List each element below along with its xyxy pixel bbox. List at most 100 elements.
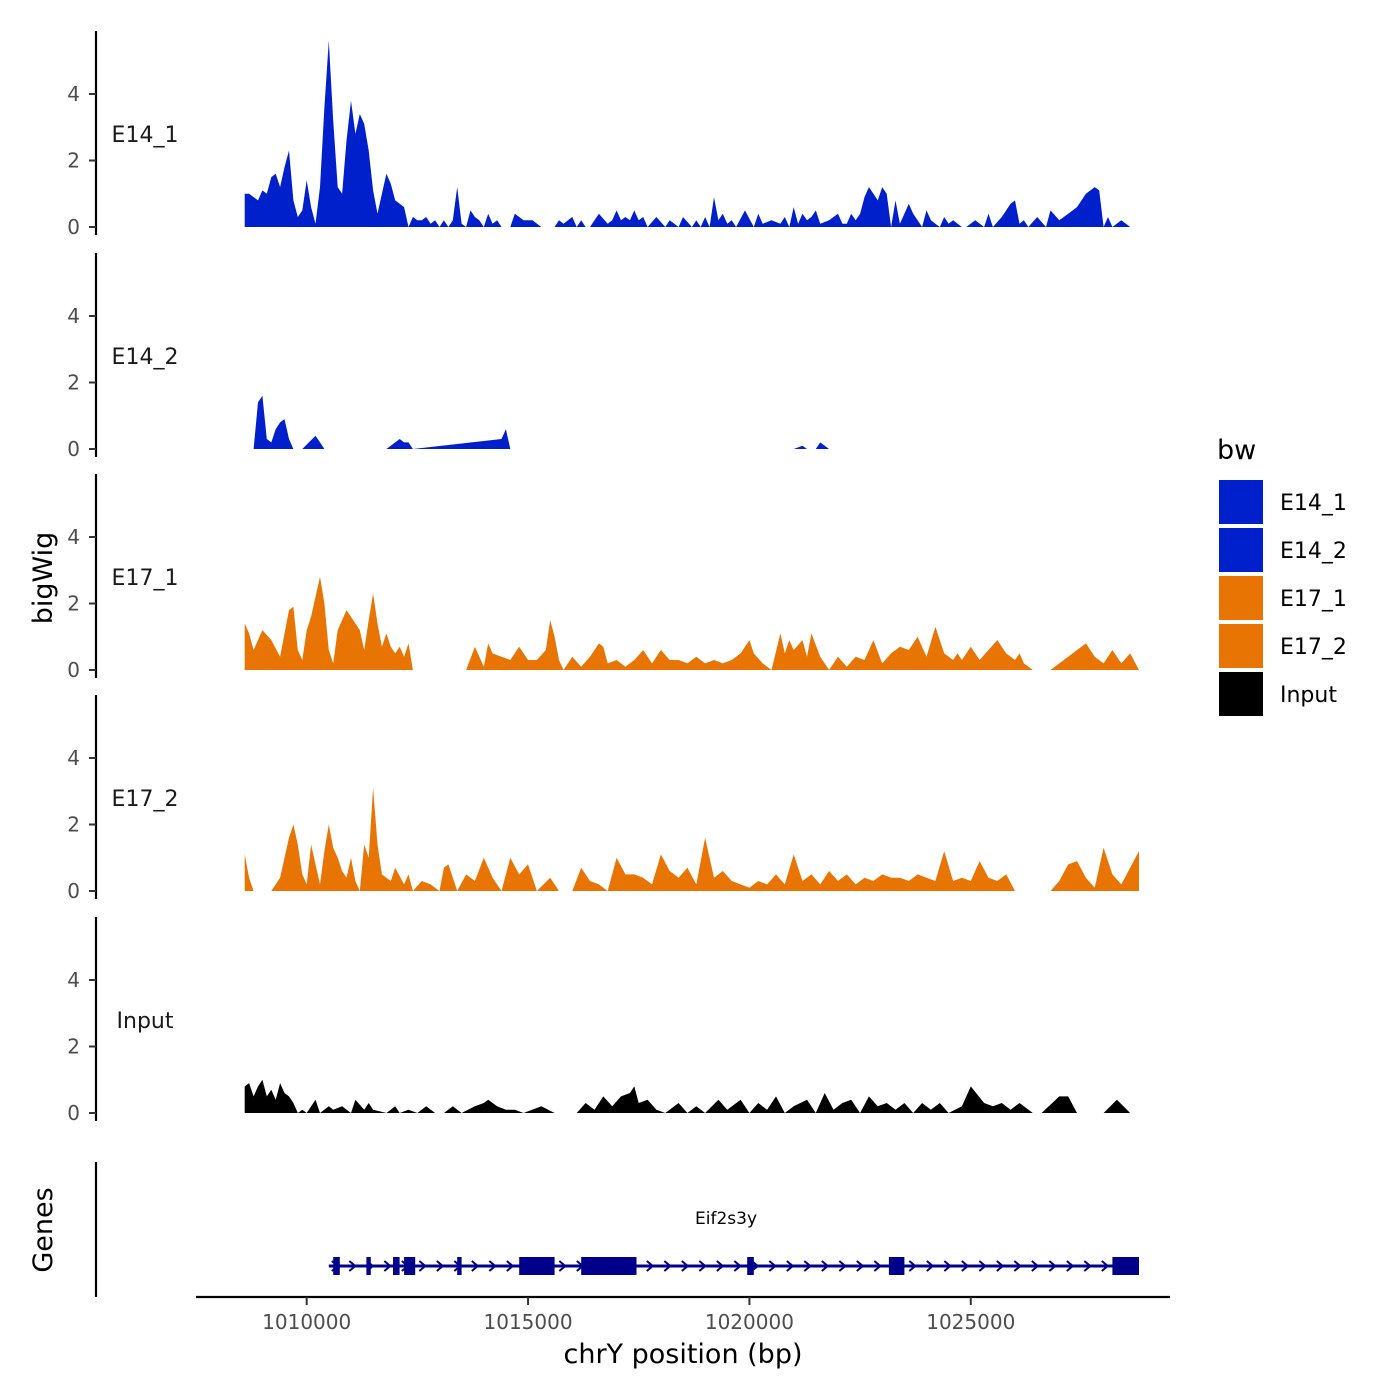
gene-exon-6 bbox=[519, 1257, 555, 1275]
coverage-area-Input bbox=[461, 1099, 524, 1113]
coverage-area-E14_1 bbox=[554, 217, 577, 227]
legend-label-E17_2: E17_2 bbox=[1280, 635, 1347, 660]
coverage-area-E17_1 bbox=[829, 626, 1033, 670]
genes-panel-title: Genes bbox=[28, 1187, 59, 1272]
coverage-area-E17_2 bbox=[412, 881, 440, 891]
strand-arrow-icon bbox=[978, 1260, 987, 1272]
coverage-area-Input bbox=[815, 1093, 861, 1113]
coverage-area-E14_1 bbox=[1046, 187, 1104, 227]
coverage-area-E14_1 bbox=[753, 213, 790, 227]
gene-exon-8 bbox=[747, 1257, 754, 1275]
strand-arrow-icon bbox=[1066, 1260, 1075, 1272]
legend-swatch-Input bbox=[1219, 672, 1263, 716]
coverage-area-E17_2 bbox=[244, 854, 254, 891]
coverage-area-Input bbox=[913, 1103, 949, 1113]
gene-exon-4 bbox=[404, 1257, 416, 1275]
coverage-area-E14_1 bbox=[691, 220, 701, 227]
coverage-area-Input bbox=[244, 1079, 298, 1113]
strand-arrow-icon bbox=[418, 1260, 427, 1272]
coverage-area-E14_1 bbox=[922, 210, 940, 227]
coverage-area-E14_1 bbox=[700, 217, 710, 227]
coverage-area-Input bbox=[386, 1106, 400, 1113]
coverage-area-Input bbox=[320, 1106, 351, 1113]
coverage-area-E14_2 bbox=[386, 439, 413, 449]
coverage-area-E14_1 bbox=[244, 40, 409, 227]
coverage-area-E14_1 bbox=[510, 213, 542, 227]
coverage-area-Input bbox=[399, 1109, 418, 1113]
coverage-area-E14_1 bbox=[1028, 217, 1046, 227]
strand-arrow-icon bbox=[1013, 1260, 1022, 1272]
coverage-area-E14_2 bbox=[815, 442, 830, 449]
coverage-area-E17_2 bbox=[1050, 847, 1139, 891]
strand-arrow-icon bbox=[646, 1260, 655, 1272]
coverage-area-E17_1 bbox=[1050, 643, 1139, 670]
track-label-Input: Input bbox=[117, 1009, 174, 1034]
y-tick-label: 2 bbox=[67, 149, 80, 173]
track-label-E14_2: E14_2 bbox=[112, 345, 179, 370]
coverage-area-E17_2 bbox=[457, 857, 502, 891]
strand-arrow-icon bbox=[786, 1260, 795, 1272]
coverage-area-E14_1 bbox=[709, 197, 737, 227]
coverage-area-E17_1 bbox=[771, 633, 830, 670]
coverage-area-Input bbox=[687, 1106, 706, 1113]
gene-label: Eif2s3y bbox=[695, 1209, 757, 1229]
coverage-area-E17_2 bbox=[439, 864, 458, 891]
coverage-area-E14_1 bbox=[736, 210, 754, 227]
coverage-area-E14_1 bbox=[448, 187, 467, 227]
y-tick-label: 0 bbox=[67, 437, 80, 461]
track-panel-E14_1: 0 2 4 E14_1 bbox=[67, 31, 1131, 239]
tracks-layer: 0 2 4 E14_1 0 2 4 E14_2 0 2 4 E17_1 0 2 4 E17_2 0 2 4 Input bbox=[67, 31, 1139, 1125]
coverage-area-E14_1 bbox=[408, 217, 440, 227]
legend-swatch-E14_1 bbox=[1219, 480, 1263, 524]
coverage-area-E17_1 bbox=[466, 620, 564, 670]
track-label-E17_1: E17_1 bbox=[112, 566, 179, 591]
strand-arrow-icon bbox=[558, 1260, 567, 1272]
legend-label-E14_2: E14_2 bbox=[1280, 539, 1347, 564]
coverage-area-E17_2 bbox=[607, 837, 1015, 891]
y-tick-label: 2 bbox=[67, 371, 80, 395]
coverage-area-Input bbox=[351, 1099, 387, 1113]
track-label-E14_1: E14_1 bbox=[112, 123, 179, 148]
coverage-area-E17_1 bbox=[244, 576, 413, 670]
strand-arrow-icon bbox=[803, 1260, 812, 1272]
strand-arrow-icon bbox=[716, 1260, 725, 1272]
x-tick-label: 1025000 bbox=[926, 1310, 1015, 1334]
coverage-area-E14_2 bbox=[412, 429, 511, 449]
legend-swatch-E17_2 bbox=[1219, 624, 1263, 668]
gene-exon-1 bbox=[333, 1257, 340, 1275]
y-tick-label: 2 bbox=[67, 813, 80, 837]
coverage-area-E14_1 bbox=[1103, 217, 1113, 227]
y-tick-label: 4 bbox=[67, 304, 80, 328]
coverage-area-E17_2 bbox=[572, 867, 608, 891]
strand-arrow-icon bbox=[768, 1260, 777, 1272]
strand-arrow-icon bbox=[506, 1260, 515, 1272]
y-tick-label: 0 bbox=[67, 215, 80, 239]
genes-panel: Genes Eif2s3y bbox=[28, 1162, 1140, 1297]
x-tick-label: 1020000 bbox=[705, 1310, 794, 1334]
strand-arrow-icon bbox=[961, 1260, 970, 1272]
y-axis-title: bigWig bbox=[28, 532, 59, 625]
strand-arrow-icon bbox=[1083, 1260, 1092, 1272]
strand-arrow-icon bbox=[1048, 1260, 1057, 1272]
coverage-area-E14_1 bbox=[939, 217, 962, 227]
coverage-area-E14_2 bbox=[793, 445, 807, 449]
x-axis: 1010000 1015000 1020000 1025000 bbox=[196, 1295, 1170, 1334]
y-tick-label: 4 bbox=[67, 525, 80, 549]
y-tick-label: 4 bbox=[67, 746, 80, 770]
coverage-area-Input bbox=[443, 1106, 462, 1113]
x-tick-label: 1010000 bbox=[262, 1310, 351, 1334]
coverage-area-E14_1 bbox=[590, 210, 648, 227]
coverage-area-Input bbox=[417, 1106, 436, 1113]
coverage-area-Input bbox=[705, 1099, 750, 1113]
y-tick-label: 0 bbox=[67, 1101, 80, 1125]
y-tick-label: 4 bbox=[67, 968, 80, 992]
strand-arrow-icon bbox=[821, 1260, 830, 1272]
coverage-area-E14_2 bbox=[253, 395, 294, 449]
x-tick-label: 1015000 bbox=[484, 1310, 573, 1334]
strand-arrow-icon bbox=[838, 1260, 847, 1272]
legend-label-Input: Input bbox=[1280, 683, 1337, 708]
strand-arrow-icon bbox=[471, 1260, 480, 1272]
strand-arrow-icon bbox=[873, 1260, 882, 1272]
track-panel-E17_2: 0 2 4 E17_2 bbox=[67, 695, 1139, 903]
